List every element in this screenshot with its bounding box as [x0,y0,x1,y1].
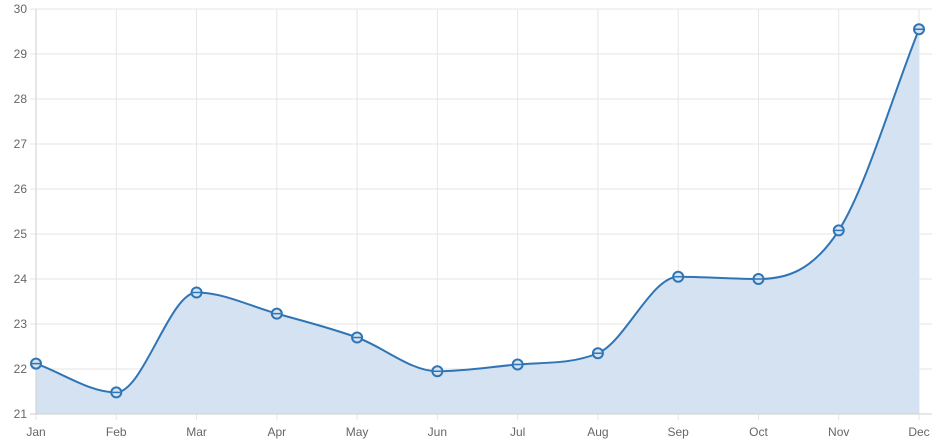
data-point-jul [511,358,524,371]
x-tick-label: Dec [908,425,929,439]
x-tick-label: Jul [510,425,525,439]
x-tick-label: Mar [186,425,207,439]
x-tick-label: Jan [26,425,45,439]
x-tick-label: Aug [587,425,608,439]
x-tick-label: Feb [106,425,127,439]
x-tick-label: Apr [267,425,286,439]
data-point-jan [30,357,42,370]
y-tick-label: 24 [14,272,28,286]
y-tick-label: 21 [14,407,28,421]
data-point-apr [270,307,283,320]
x-tick-label: Nov [828,425,849,439]
data-point-may [351,331,364,344]
data-point-nov [832,224,845,237]
data-point-feb [110,386,123,399]
y-tick-label: 30 [14,2,28,16]
x-tick-label: Jun [428,425,447,439]
data-point-oct [752,273,765,285]
y-tick-label: 29 [14,47,28,61]
data-point-jun [431,365,444,378]
series-area [36,29,919,414]
data-point-dec [913,23,925,36]
data-point-aug [591,347,604,360]
y-tick-labels: 21 22 23 24 25 26 27 28 29 30 [14,2,28,421]
data-point-sep [672,270,685,283]
x-tick-label: May [346,425,369,439]
x-tick-labels: Jan Feb Mar Apr May Jun Jul Aug Sep Oct Nov Dec [26,425,929,439]
series-line [35,28,920,394]
y-tick-label: 22 [14,362,28,376]
y-tick-label: 23 [14,317,28,331]
x-tick-label: Sep [668,425,690,439]
y-tick-label: 27 [14,137,28,151]
x-tick-label: Oct [749,425,768,439]
data-points [30,23,925,399]
y-tick-label: 25 [14,227,28,241]
data-point-mar [190,286,203,299]
y-tick-label: 26 [14,182,28,196]
y-tick-label: 28 [14,92,28,106]
